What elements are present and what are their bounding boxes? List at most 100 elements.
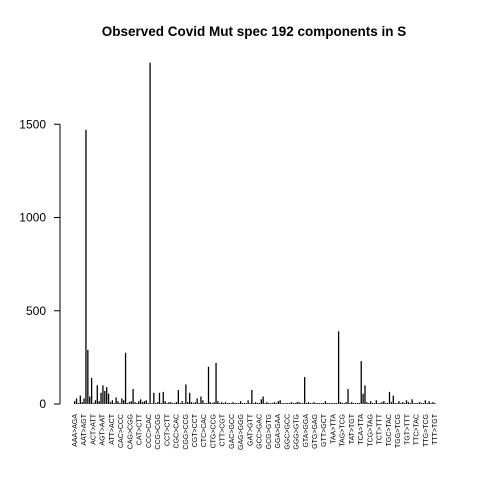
bar <box>196 398 198 404</box>
bar <box>109 402 112 404</box>
x-tick-label: CGG>CCG <box>183 414 190 450</box>
bar <box>409 403 411 404</box>
bar <box>379 403 381 404</box>
bar <box>224 402 227 404</box>
bar <box>153 392 155 404</box>
bar <box>324 401 327 404</box>
x-tick-label: GAC>GCC <box>229 414 236 449</box>
bar <box>79 395 81 404</box>
x-tick-label: TGC>TAC <box>386 414 393 446</box>
bar <box>279 400 281 404</box>
bar <box>215 362 217 404</box>
bar <box>341 403 344 404</box>
bar <box>232 402 234 404</box>
x-tick-label: TAG>TCG <box>340 414 347 447</box>
bar <box>339 402 342 404</box>
bar <box>302 403 304 404</box>
bar <box>253 403 255 404</box>
bar <box>75 398 78 404</box>
bar <box>221 402 223 404</box>
bar <box>213 402 215 404</box>
bar <box>226 403 229 404</box>
bar <box>162 391 164 404</box>
bar <box>102 385 104 404</box>
bar <box>287 403 289 404</box>
bar <box>207 366 210 404</box>
bar <box>328 403 330 404</box>
bar <box>115 397 117 404</box>
x-tick-label: TCT>TTT <box>377 413 384 444</box>
bar <box>364 385 366 404</box>
bar <box>343 403 345 404</box>
y-axis: 0 500 1000 1500 <box>19 117 61 411</box>
x-tick-label: GGA>GAA <box>275 414 282 449</box>
bar <box>383 401 385 404</box>
bar <box>145 400 147 404</box>
x-tick-label: CCC>CAC <box>146 414 153 448</box>
bar <box>123 400 125 404</box>
bar <box>113 403 115 404</box>
x-tick-label: CGC>CAC <box>174 414 181 448</box>
bar <box>132 389 134 404</box>
bar <box>371 403 374 404</box>
x-tick-label: TCA>TTA <box>358 414 365 445</box>
x-tick-label: ACT>ATT <box>91 413 98 445</box>
bar <box>77 403 80 404</box>
y-tick-label: 0 <box>39 397 46 411</box>
bar <box>349 403 351 404</box>
bar <box>353 403 355 404</box>
bar <box>281 403 283 404</box>
bar <box>138 401 140 404</box>
bar <box>385 403 387 404</box>
x-tick-label: GCG>GTG <box>266 414 273 449</box>
x-tick-label: CCT>CTT <box>164 413 171 446</box>
bar <box>290 402 293 404</box>
x-tick-label: CAC>CCC <box>118 414 125 448</box>
bar <box>415 403 417 404</box>
bar <box>262 396 264 404</box>
x-tick-label: TGT>TTT <box>404 413 411 445</box>
x-tick-label: TTG>TCG <box>423 414 430 447</box>
x-tick-label: CGT>CCT <box>192 413 199 447</box>
bar <box>89 396 91 404</box>
bar <box>205 403 208 404</box>
bar <box>241 403 244 404</box>
bar <box>313 402 315 404</box>
bar <box>296 402 298 404</box>
bar <box>377 403 379 404</box>
bar <box>239 401 242 404</box>
bar <box>434 403 436 404</box>
bar <box>268 403 270 404</box>
bar <box>179 403 181 404</box>
bar <box>270 403 272 404</box>
bar <box>230 403 232 404</box>
x-tick-label: AAT>AGT <box>81 413 88 445</box>
bar <box>396 403 398 404</box>
bar <box>81 402 83 404</box>
bar <box>370 401 372 404</box>
x-tick-label: TAT>TGT <box>349 413 356 444</box>
bar <box>360 361 362 404</box>
bar <box>315 403 317 404</box>
bar <box>398 401 400 404</box>
bar <box>245 403 247 404</box>
x-tick-label: CAT>CTT <box>137 413 144 445</box>
bar <box>92 403 95 404</box>
bar <box>326 403 328 404</box>
x-tick-label: CCG>CGG <box>155 414 162 450</box>
bar <box>400 403 402 404</box>
bar <box>294 403 296 404</box>
x-axis: AAA>AGA AAT>AGT ACT>ATT AGT>AAT ATT>ACT CAC>C… <box>72 413 439 450</box>
bar <box>319 403 321 404</box>
bar <box>238 403 240 404</box>
bar <box>334 403 336 404</box>
bars <box>74 62 436 405</box>
bar <box>200 396 202 404</box>
x-tick-label: TTC>TAC <box>414 414 421 445</box>
bar <box>175 402 178 404</box>
bar <box>358 403 360 404</box>
bar <box>317 403 319 404</box>
bar <box>271 403 274 404</box>
bar <box>311 403 313 404</box>
x-tick-label: TAA>TTA <box>331 414 338 444</box>
